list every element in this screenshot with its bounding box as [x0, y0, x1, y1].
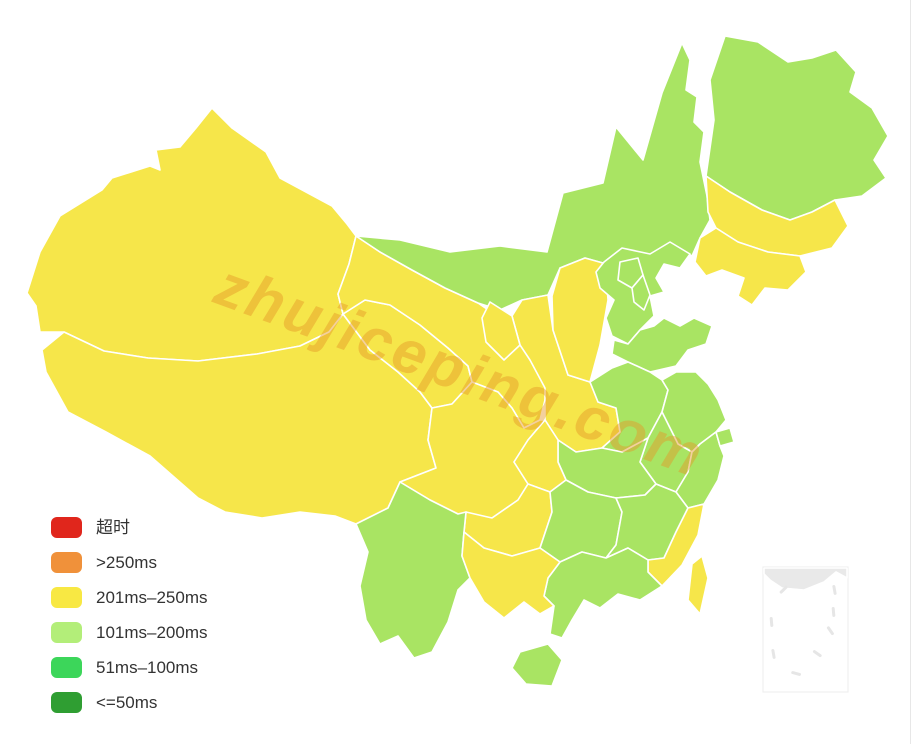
legend-item-101-200[interactable]: 101ms–200ms [51, 622, 208, 643]
legend-swatch-timeout [51, 517, 82, 538]
legend-swatch-le50 [51, 692, 82, 713]
province-shanxi[interactable] [551, 257, 611, 383]
legend-swatch-101-200 [51, 622, 82, 643]
legend-item-gt250[interactable]: >250ms [51, 552, 208, 573]
province-fujian[interactable] [647, 503, 705, 587]
legend-label: 超时 [96, 518, 130, 537]
south-china-sea-inset [762, 566, 849, 693]
province-shanghai[interactable] [715, 427, 735, 447]
page-right-border [910, 0, 911, 744]
province-taiwan[interactable] [687, 555, 709, 615]
legend-label: >250ms [96, 553, 157, 572]
legend-swatch-gt250 [51, 552, 82, 573]
province-hainan[interactable] [511, 643, 563, 687]
legend-swatch-51-100 [51, 657, 82, 678]
inset-mainland-shape [763, 567, 848, 591]
latency-legend: 超时 >250ms 201ms–250ms 101ms–200ms 51ms–1… [51, 517, 208, 727]
legend-label: 201ms–250ms [96, 588, 208, 607]
province-yunnan[interactable] [355, 481, 471, 659]
legend-label: <=50ms [96, 693, 158, 712]
inset-nine-dash-line [769, 584, 837, 676]
province-liaoning[interactable] [694, 227, 807, 306]
map-provinces [26, 35, 889, 687]
province-guangdong[interactable] [543, 547, 663, 639]
province-ningxia[interactable] [481, 301, 521, 361]
legend-swatch-201-250 [51, 587, 82, 608]
legend-item-le50[interactable]: <=50ms [51, 692, 208, 713]
province-heilongjiang[interactable] [705, 35, 889, 221]
province-tianjin[interactable] [631, 274, 651, 311]
legend-item-timeout[interactable]: 超时 [51, 517, 208, 538]
legend-item-51-100[interactable]: 51ms–100ms [51, 657, 208, 678]
legend-label: 101ms–200ms [96, 623, 208, 642]
province-xinjiang[interactable] [26, 107, 357, 362]
province-zhejiang[interactable] [675, 431, 725, 509]
legend-item-201-250[interactable]: 201ms–250ms [51, 587, 208, 608]
legend-label: 51ms–100ms [96, 658, 199, 677]
province-guangxi[interactable] [461, 531, 561, 619]
